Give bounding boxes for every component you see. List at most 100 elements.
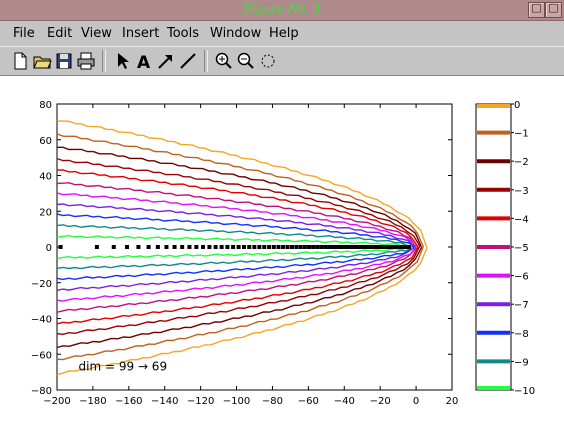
x-tick-label: 0 <box>413 396 419 407</box>
colorbar-label: −1 <box>514 129 529 140</box>
curve-level--3-lower <box>56 245 421 336</box>
menu-edit[interactable]: Edit <box>47 26 73 41</box>
save-button[interactable] <box>54 51 74 71</box>
menu-insert[interactable]: Insert <box>122 26 160 41</box>
curve-level--4-upper <box>56 169 419 248</box>
data-point <box>58 245 63 249</box>
new-file-icon <box>14 52 27 70</box>
curve-level--2-lower <box>56 247 423 349</box>
colorbar-label: −4 <box>514 214 529 225</box>
data-point <box>315 245 320 249</box>
rotate-icon <box>261 54 275 68</box>
y-tick-label: 60 <box>39 136 52 147</box>
data-point <box>187 245 192 249</box>
maximize-icon: □ <box>548 1 559 14</box>
data-point <box>247 245 252 249</box>
curve-level--6-upper <box>56 192 417 248</box>
data-point <box>236 245 241 249</box>
svg-text:A: A <box>137 53 151 71</box>
arrow-tool-button[interactable] <box>156 51 176 71</box>
text-tool-icon: A <box>137 53 151 71</box>
select-arrow-button[interactable] <box>112 51 132 71</box>
data-point <box>377 245 382 249</box>
menu-file[interactable]: File <box>13 26 35 41</box>
x-tick-label: −200 <box>43 396 70 407</box>
data-point <box>125 245 130 249</box>
y-tick-label: 20 <box>39 207 52 218</box>
data-point <box>213 245 218 249</box>
colorbar-label: −9 <box>514 357 529 368</box>
zoom-out-icon <box>237 52 254 69</box>
menu-window[interactable]: Window <box>210 26 262 41</box>
minimize-icon: □ <box>531 1 542 14</box>
zoom-out-button[interactable] <box>236 51 256 71</box>
x-tick-label: −120 <box>187 396 214 407</box>
colorbar-label: −3 <box>514 186 529 197</box>
data-point <box>353 245 358 249</box>
rotate-button[interactable] <box>258 51 278 71</box>
data-point <box>298 245 303 249</box>
print-button[interactable] <box>76 51 96 71</box>
data-point <box>330 245 335 249</box>
x-tick-label: −140 <box>151 396 178 407</box>
data-point <box>164 245 169 249</box>
menu-bar: File Edit View Insert Tools Window Help <box>0 21 564 45</box>
data-point <box>400 245 405 249</box>
curve-level--7-upper <box>56 203 415 248</box>
menu-help[interactable]: Help <box>269 26 299 41</box>
open-folder-icon <box>33 56 52 69</box>
data-point <box>380 245 385 249</box>
data-point <box>374 245 379 249</box>
dim-annotation: dim = 99 → 69 <box>79 359 168 373</box>
toolbar: A <box>0 46 564 76</box>
colorbar-label: −6 <box>514 272 529 283</box>
line-tool-button[interactable] <box>178 51 198 71</box>
data-point <box>194 245 199 249</box>
y-tick-label: 0 <box>46 243 52 254</box>
data-point <box>384 245 389 249</box>
data-point <box>294 245 299 249</box>
colorbar-label: −7 <box>514 300 529 311</box>
curve-level--5-upper <box>56 182 417 249</box>
data-point <box>207 245 212 249</box>
data-point <box>257 245 262 249</box>
data-point <box>345 245 350 249</box>
colorbar-label: −2 <box>514 157 529 168</box>
y-tick-label: −60 <box>31 350 52 361</box>
curve-level--1-upper <box>56 133 424 247</box>
x-tick-label: −20 <box>370 396 391 407</box>
new-file-button[interactable] <box>10 51 30 71</box>
y-tick-label: −40 <box>31 315 52 326</box>
text-tool-button[interactable]: A <box>134 51 154 71</box>
data-point <box>252 245 257 249</box>
open-folder-button[interactable] <box>32 51 52 71</box>
data-point <box>323 245 328 249</box>
toolbar-separator <box>204 50 208 72</box>
data-point <box>225 245 230 249</box>
data-point <box>397 245 402 249</box>
data-point <box>406 245 411 249</box>
curve-level--3-upper <box>56 157 421 247</box>
minimize-button[interactable]: □ <box>528 1 545 18</box>
y-tick-label: 80 <box>39 100 52 111</box>
zoom-in-button[interactable] <box>214 51 234 71</box>
menu-view[interactable]: View <box>81 26 112 41</box>
data-point <box>285 245 290 249</box>
colorbar-label: −8 <box>514 329 529 340</box>
title-bar[interactable]: Figure No. 3 □ □ <box>0 0 564 21</box>
x-tick-label: −180 <box>79 396 106 407</box>
data-point <box>281 245 286 249</box>
x-tick-label: −80 <box>262 396 283 407</box>
data-point <box>370 245 375 249</box>
colorbar-label: −5 <box>514 243 529 254</box>
data-point <box>390 245 395 249</box>
data-point <box>219 245 224 249</box>
data-point <box>231 245 236 249</box>
curve-level--8-lower <box>56 245 415 281</box>
maximize-button[interactable]: □ <box>545 1 562 18</box>
curve-level--9-lower <box>56 246 413 270</box>
menu-tools[interactable]: Tools <box>167 26 200 41</box>
arrow-tool-icon <box>158 55 172 69</box>
line-tool-icon <box>180 53 196 69</box>
curve-level--2-upper <box>57 146 423 248</box>
